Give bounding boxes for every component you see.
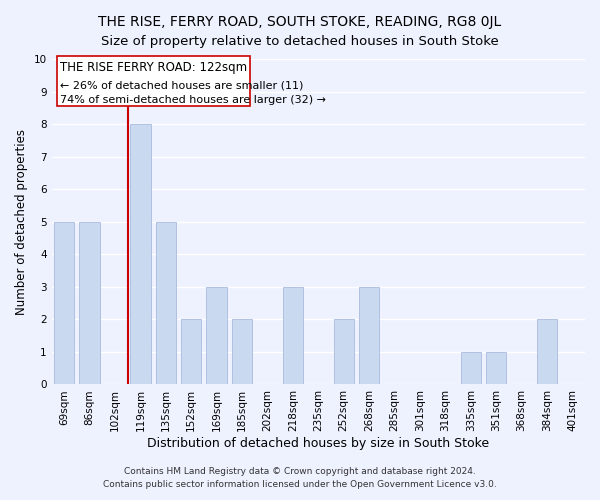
Bar [206,287,227,384]
FancyBboxPatch shape [56,56,250,106]
Bar [79,222,100,384]
Bar [232,320,252,384]
Bar [181,320,202,384]
Text: ← 26% of detached houses are smaller (11): ← 26% of detached houses are smaller (11… [61,80,304,90]
Bar [461,352,481,384]
Bar [537,320,557,384]
Bar [334,320,354,384]
Text: THE RISE, FERRY ROAD, SOUTH STOKE, READING, RG8 0JL: THE RISE, FERRY ROAD, SOUTH STOKE, READI… [98,15,502,29]
Bar [155,222,176,384]
Text: Contains HM Land Registry data © Crown copyright and database right 2024.
Contai: Contains HM Land Registry data © Crown c… [103,467,497,489]
Bar [486,352,506,384]
Bar [130,124,151,384]
Bar [359,287,379,384]
Text: THE RISE FERRY ROAD: 122sqm: THE RISE FERRY ROAD: 122sqm [59,60,247,74]
Bar [283,287,303,384]
X-axis label: Distribution of detached houses by size in South Stoke: Distribution of detached houses by size … [147,437,490,450]
Bar [54,222,74,384]
Text: Size of property relative to detached houses in South Stoke: Size of property relative to detached ho… [101,35,499,48]
Text: 74% of semi-detached houses are larger (32) →: 74% of semi-detached houses are larger (… [61,94,326,104]
Y-axis label: Number of detached properties: Number of detached properties [15,128,28,314]
